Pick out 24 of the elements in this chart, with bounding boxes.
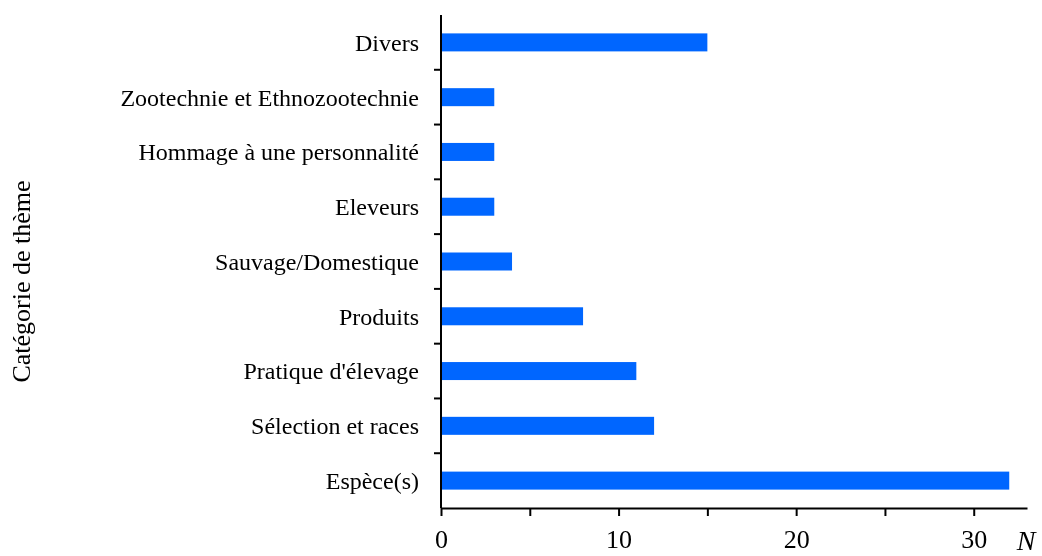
y-tick-label: Eleveurs — [335, 194, 419, 221]
y-tick-label: Hommage à une personnalité — [138, 139, 419, 166]
y-tick-label: Divers — [355, 29, 419, 56]
bar — [441, 33, 708, 52]
y-tick-label: Sélection et races — [251, 413, 419, 440]
bar — [441, 88, 495, 107]
bar — [441, 416, 655, 435]
bar — [441, 252, 513, 271]
bar — [441, 307, 584, 326]
y-tick-label: Sauvage/Domestique — [215, 248, 419, 275]
bar — [441, 197, 495, 216]
y-tick-label: Produits — [338, 303, 419, 330]
bar — [441, 471, 1010, 490]
y-tick-label: Zootechnie et Ethnozootechnie — [120, 84, 419, 111]
bar — [441, 362, 637, 381]
y-tick-label: Pratique d'élevage — [243, 358, 419, 385]
x-tick-label: 10 — [606, 524, 633, 554]
x-tick-label: 20 — [783, 524, 810, 554]
y-tick-label: Espèce(s) — [325, 468, 419, 495]
bar — [441, 142, 495, 161]
x-tick-label: 30 — [961, 524, 988, 554]
y-axis-title: Catégorie de thème — [7, 180, 36, 383]
x-axis-title: N — [1015, 525, 1037, 556]
x-tick-label: 0 — [435, 524, 448, 554]
